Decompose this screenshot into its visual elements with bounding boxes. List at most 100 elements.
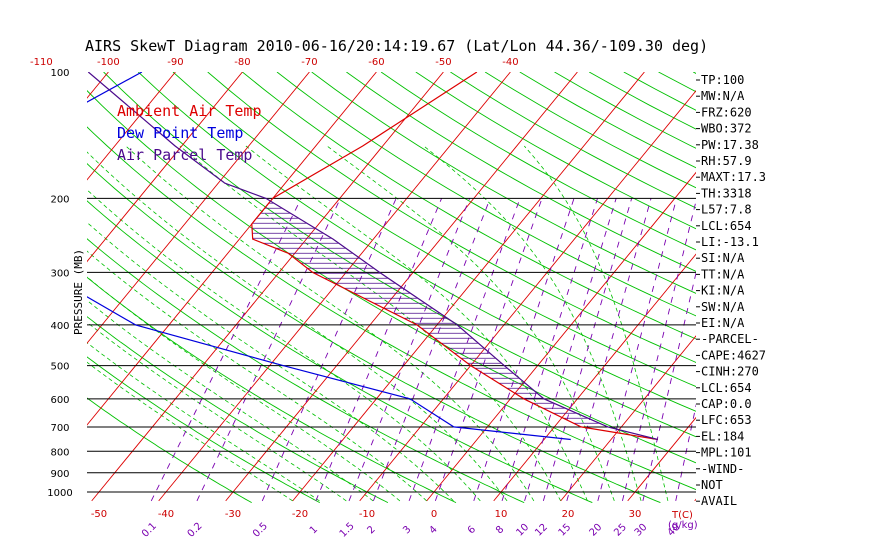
index-label: MAXT:17.3 [701, 170, 766, 184]
top-temp-tick-label: -60 [368, 57, 384, 68]
index-label: CAPE:4627 [701, 348, 766, 362]
x-axis-label: T(C) [671, 510, 693, 521]
index-label: NOT [701, 478, 723, 492]
moist-adiabat [523, 145, 669, 501]
mixing-ratio-tick-label: 20 [588, 522, 605, 539]
mixing-ratio-tick-label: 8 [494, 524, 506, 536]
top-temp-tick-label: -50 [435, 57, 451, 68]
top-temp-tick-label: -100 [97, 57, 120, 68]
mixing-ratio-line [524, 198, 617, 502]
index-label: WBO:372 [701, 122, 752, 136]
mixing-ratio-tick-label: 0.1 [140, 521, 159, 540]
mixing-ratio-unit: (g/kg) [668, 520, 698, 531]
pressure-tick-label: 500 [50, 362, 69, 373]
mixing-ratio-tick-label: 1 [308, 524, 320, 536]
dry-adiabat [207, 72, 696, 363]
index-label: TP:100 [701, 73, 744, 87]
index-label: LI:-13.1 [701, 235, 759, 249]
mixing-ratio-line [621, 199, 696, 502]
index-label: PW:17.38 [701, 138, 759, 152]
dry-adiabat [346, 72, 696, 272]
isotherm [91, 72, 444, 502]
mixing-ratio-line [408, 198, 521, 502]
mixing-ratio-tick-label: 0.2 [186, 521, 205, 540]
temp-tick-label: -40 [158, 509, 174, 520]
index-label: KI:N/A [701, 284, 745, 298]
mixing-ratio-line [315, 198, 442, 502]
mixing-ratio-tick-label: 15 [557, 522, 574, 539]
mixing-ratio-line [372, 198, 491, 502]
index-label: MW:N/A [701, 89, 745, 103]
isotherm [493, 253, 696, 502]
top-temp-tick-label: -90 [167, 57, 183, 68]
isotherm [87, 72, 377, 426]
mixing-ratio-tick-label: 1.5 [338, 521, 357, 540]
legend-entry: Ambient Air Temp [117, 102, 262, 120]
index-label: LCL:654 [701, 381, 752, 395]
dry-adiabat [137, 72, 696, 412]
temp-tick-label: 10 [495, 509, 508, 520]
temp-tick-label: -10 [359, 509, 375, 520]
pressure-tick-label: 900 [50, 469, 69, 480]
index-label: CINH:270 [701, 365, 759, 379]
index-label: AVAIL [701, 494, 737, 508]
index-label: EI:N/A [701, 316, 745, 330]
index-label: SI:N/A [701, 251, 745, 265]
mixing-ratio-tick-label: 10 [514, 522, 531, 539]
isotherm [762, 72, 870, 501]
dry-adiabat [380, 72, 696, 251]
index-label: TH:3318 [701, 186, 752, 200]
dry-adiabat [519, 72, 696, 169]
index-label: RH:57.9 [701, 154, 752, 168]
isotherm [0, 72, 41, 501]
mixing-ratio-line [675, 403, 696, 501]
top-temp-tick-label: -110 [30, 57, 53, 68]
isotherm [87, 72, 243, 263]
mixing-ratio-line [597, 198, 677, 502]
dry-adiabat [658, 72, 696, 93]
mixing-ratio-tick-label: 0.5 [251, 521, 270, 540]
index-label: FRZ:620 [701, 105, 752, 119]
mixing-ratio-line [566, 198, 652, 502]
chart-title: AIRS SkewT Diagram 2010-06-16/20:14:19.6… [85, 37, 708, 55]
mixing-ratio-tick-label: 30 [633, 522, 650, 539]
temp-tick-label: -50 [91, 509, 107, 520]
isotherm [829, 72, 870, 501]
top-temp-tick-label: -80 [234, 57, 250, 68]
pressure-gridlines [87, 197, 696, 493]
isotherm [87, 72, 176, 181]
indices-panel: TP:100 MW:N/A FRZ:620 WBO:372 PW:17.38 RH:57.… [696, 73, 766, 508]
series-line-ambient-air-temp [251, 72, 658, 441]
dry-adiabat [728, 72, 870, 503]
index-label: EL:184 [701, 429, 744, 443]
index-label: L57:7.8 [701, 203, 752, 217]
mixing-ratio-line [501, 198, 598, 502]
pressure-tick-label: 700 [50, 423, 69, 434]
index-label: LFC:653 [701, 413, 752, 427]
pressure-tick-label: 300 [50, 268, 69, 279]
mixing-ratio-tick-label: 3 [401, 524, 413, 536]
dry-adiabat [763, 72, 870, 503]
dry-adiabat [276, 72, 696, 317]
profile-lines [87, 72, 659, 441]
isotherm [225, 72, 578, 502]
index-label: -PARCEL- [701, 332, 759, 346]
dry-adiabat [242, 72, 696, 340]
pressure-tick-label: 800 [50, 447, 69, 458]
legend: Ambient Air Temp Dew Point Temp Air Parcel… [117, 102, 262, 164]
pressure-tick-label: 100 [50, 68, 69, 79]
mixing-ratio-tick-label: 12 [533, 522, 550, 539]
mixing-ratio-line [434, 198, 543, 502]
mixing-ratio-line [642, 271, 696, 502]
dry-adiabat [623, 72, 696, 111]
dry-adiabat [103, 72, 696, 438]
legend-entry: Dew Point Temp [117, 124, 243, 142]
temp-tick-label: -30 [225, 509, 241, 520]
dry-adiabat [172, 72, 696, 388]
dry-adiabat [484, 72, 696, 189]
isotherm [627, 416, 696, 502]
mixing-ratio-tick-label: 2 [365, 524, 377, 536]
isotherm [359, 90, 696, 502]
